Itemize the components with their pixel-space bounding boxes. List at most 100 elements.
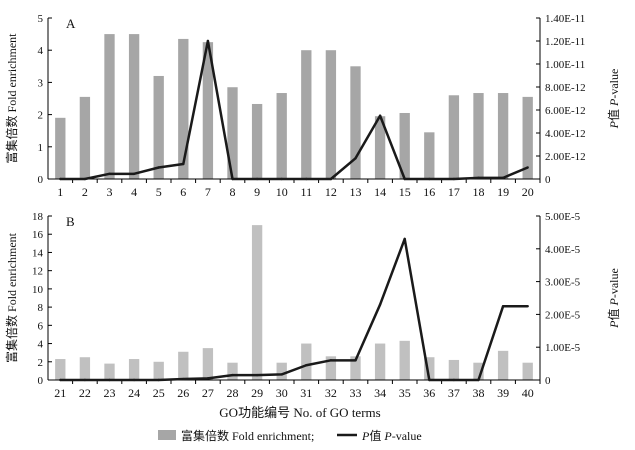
x-tick-label: 14	[374, 185, 386, 199]
bar-16	[424, 132, 435, 179]
p-value-point-4	[132, 172, 136, 176]
panel-A: 01234502.00E-124.00E-126.00E-128.00E-121…	[4, 13, 621, 199]
bar-6	[178, 38, 189, 180]
p-value-point-31	[305, 364, 308, 367]
bar-38	[473, 362, 484, 380]
bar-19	[497, 93, 509, 179]
p-value-point-26	[182, 377, 185, 381]
bar-35	[399, 340, 410, 380]
x-tick-label: 6	[180, 185, 186, 199]
x-tick-label: 40	[522, 386, 534, 400]
x-tick-label: 25	[153, 386, 165, 400]
p-value-point-38	[477, 378, 480, 382]
p-value-point-24	[132, 378, 136, 382]
x-tick-label: 34	[374, 386, 386, 400]
p-value-point-40	[526, 305, 529, 308]
legend: 富集倍数 Fold enrichment; P值 P-value	[158, 428, 422, 443]
x-tick-label: 12	[325, 185, 337, 199]
bar-22	[79, 357, 91, 380]
right-tick-label: 6.00E-12	[545, 105, 586, 117]
panel-B: 02468101214161801.00E-52.00E-53.00E-54.0…	[4, 211, 621, 400]
left-tick-label: 10	[32, 284, 44, 296]
p-value-point-14	[378, 114, 382, 117]
x-tick-label: 11	[301, 185, 313, 199]
bar-26	[178, 351, 189, 380]
p-value-point-30	[280, 373, 283, 376]
bar-11	[301, 50, 312, 180]
left-tick-label: 4	[38, 339, 44, 351]
bar-8	[227, 87, 238, 179]
x-tick-label: 4	[131, 185, 137, 199]
p-value-point-1	[59, 177, 62, 181]
x-tick-label: 13	[350, 185, 362, 199]
right-tick-label: 0	[545, 174, 551, 186]
bar-13	[350, 66, 361, 179]
bar-2	[79, 96, 91, 179]
p-value-point-32	[329, 359, 333, 362]
right-tick-label: 3.00E-5	[545, 277, 581, 289]
left-tick-label: 3	[38, 77, 44, 89]
p-value-point-10	[280, 177, 283, 181]
left-tick-label: 2	[38, 357, 44, 369]
x-tick-label: 7	[205, 185, 211, 199]
p-value-point-22	[83, 378, 87, 382]
bar-23	[104, 363, 115, 380]
p-value-point-28	[231, 373, 234, 377]
right-tick-label: 1.20E-11	[545, 36, 585, 48]
left-axis-label: 富集倍数 Fold enrichment	[4, 232, 19, 363]
x-tick-label: 2	[82, 185, 88, 199]
left-tick-label: 1	[38, 142, 44, 154]
x-tick-label: 39	[497, 386, 509, 400]
x-tick-label: 22	[79, 386, 91, 400]
p-value-point-7	[206, 39, 210, 43]
right-tick-label: 4.00E-12	[545, 128, 586, 140]
p-value-point-9	[255, 177, 259, 181]
bar-9	[251, 103, 263, 179]
x-tick-label: 35	[399, 386, 411, 400]
x-tick-label: 27	[202, 386, 214, 400]
bar-25	[153, 361, 164, 380]
x-tick-label: 8	[230, 185, 236, 199]
p-value-line	[60, 237, 528, 382]
left-tick-label: 8	[38, 302, 44, 314]
left-tick-label: 2	[38, 110, 44, 122]
left-tick-label: 0	[38, 174, 44, 186]
bar-33	[350, 356, 361, 380]
bar-37	[448, 359, 460, 380]
x-tick-label: 17	[448, 185, 460, 199]
x-axis-label: GO功能编号 No. of GO terms	[219, 405, 380, 420]
right-axis-label: P值 P-value	[606, 268, 621, 329]
x-tick-label: 31	[300, 386, 312, 400]
right-tick-label: 0	[545, 375, 551, 387]
p-value-line	[60, 39, 529, 181]
p-value-point-39	[501, 305, 505, 308]
left-tick-label: 14	[32, 247, 44, 259]
bar-18	[473, 93, 484, 179]
p-value-point-36	[428, 378, 431, 382]
right-tick-label: 2.00E-12	[545, 151, 586, 163]
left-tick-label: 6	[38, 320, 44, 332]
p-value-point-18	[477, 176, 480, 180]
left-tick-label: 0	[38, 375, 44, 387]
bar-40	[522, 362, 533, 380]
p-value-point-34	[378, 303, 382, 306]
bar-39	[497, 350, 509, 380]
bar-34	[374, 343, 386, 380]
right-tick-label: 2.00E-5	[545, 309, 581, 321]
p-value-point-12	[329, 177, 333, 181]
p-value-point-5	[157, 166, 160, 169]
bar-17	[448, 95, 460, 179]
p-value-point-2	[83, 177, 87, 181]
right-tick-label: 8.00E-12	[545, 82, 586, 94]
p-value-point-16	[428, 177, 431, 181]
left-axis-label: 富集倍数 Fold enrichment	[4, 33, 19, 164]
p-value-point-33	[354, 359, 357, 362]
x-tick-label: 26	[177, 386, 189, 400]
p-value-point-25	[157, 378, 160, 382]
bar-32	[325, 356, 337, 380]
right-tick-label: 1.40E-11	[545, 13, 585, 25]
x-tick-label: 19	[497, 185, 509, 199]
left-tick-label: 12	[32, 266, 43, 278]
x-tick-label: 36	[423, 386, 435, 400]
